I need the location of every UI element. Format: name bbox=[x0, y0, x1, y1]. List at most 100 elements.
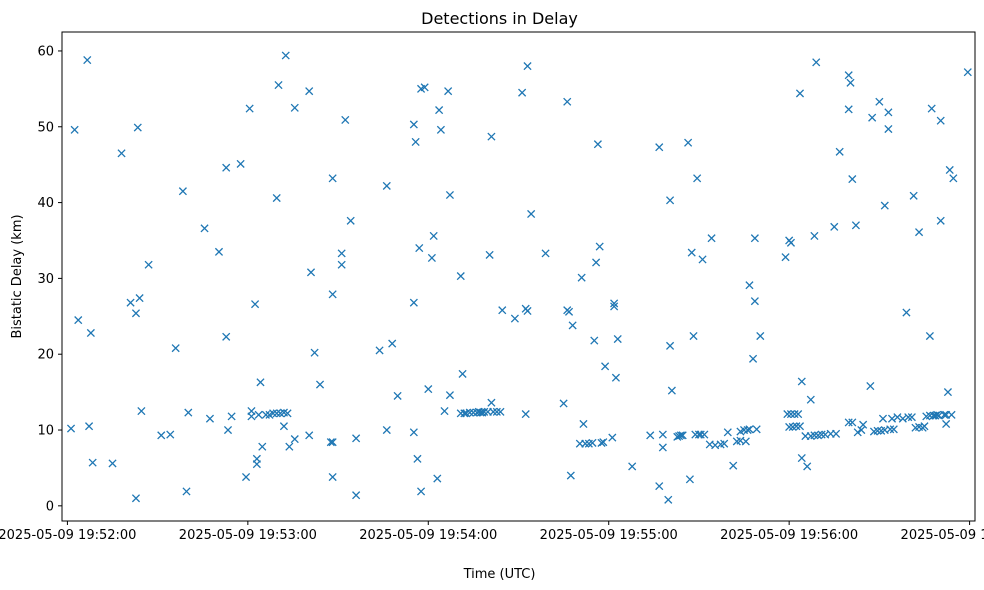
data-point bbox=[830, 222, 839, 231]
data-point bbox=[720, 439, 729, 448]
data-point bbox=[83, 55, 92, 65]
data-point bbox=[835, 147, 844, 156]
data-point bbox=[328, 438, 337, 447]
data-point bbox=[592, 258, 601, 267]
data-point bbox=[880, 201, 889, 210]
data-point bbox=[781, 253, 790, 262]
data-point bbox=[785, 422, 794, 432]
data-point bbox=[947, 410, 956, 419]
data-point bbox=[70, 125, 79, 134]
data-point bbox=[182, 487, 191, 496]
data-point bbox=[564, 307, 574, 316]
data-point bbox=[866, 381, 875, 391]
data-point bbox=[440, 407, 449, 416]
data-point bbox=[684, 138, 693, 147]
data-point bbox=[595, 242, 604, 251]
data-points bbox=[66, 51, 972, 504]
data-point bbox=[489, 407, 498, 416]
data-point bbox=[241, 472, 251, 482]
data-point bbox=[328, 290, 337, 299]
y-tick-label: 50 bbox=[37, 120, 54, 135]
data-point bbox=[433, 474, 442, 483]
data-point bbox=[608, 433, 617, 442]
data-point bbox=[859, 420, 868, 429]
data-point bbox=[279, 422, 288, 431]
data-point bbox=[848, 175, 857, 184]
data-point bbox=[936, 216, 945, 225]
data-point bbox=[610, 302, 619, 311]
data-point bbox=[803, 462, 812, 471]
plot-frame bbox=[61, 31, 976, 522]
data-point bbox=[274, 81, 283, 90]
x-tick-label: 2025-05-09 19:52:00 bbox=[0, 528, 136, 543]
data-point bbox=[131, 309, 141, 318]
data-point bbox=[949, 174, 958, 183]
data-point bbox=[137, 407, 146, 416]
data-point bbox=[126, 298, 135, 307]
chart-title: Detections in Delay bbox=[421, 9, 578, 28]
data-point bbox=[750, 234, 759, 243]
data-point bbox=[687, 248, 696, 257]
data-point bbox=[200, 224, 209, 233]
data-point bbox=[749, 354, 758, 363]
data-point bbox=[729, 461, 738, 470]
data-point bbox=[166, 430, 175, 439]
data-point bbox=[844, 105, 853, 114]
data-point bbox=[427, 253, 436, 262]
data-point bbox=[817, 430, 826, 439]
data-point bbox=[700, 430, 709, 439]
data-point bbox=[577, 273, 586, 282]
data-point bbox=[750, 297, 759, 306]
data-point bbox=[907, 413, 916, 422]
data-point bbox=[790, 410, 799, 419]
y-axis-title: Bistatic Delay (km) bbox=[10, 214, 25, 338]
data-point bbox=[88, 458, 97, 467]
data-point bbox=[135, 294, 144, 303]
data-point bbox=[424, 385, 433, 394]
data-point bbox=[306, 268, 316, 277]
data-point bbox=[254, 410, 263, 419]
data-point bbox=[599, 438, 608, 447]
data-point bbox=[496, 407, 505, 416]
data-point bbox=[409, 428, 418, 437]
data-point bbox=[411, 137, 420, 146]
data-point bbox=[613, 334, 622, 344]
data-point bbox=[658, 443, 667, 452]
data-point bbox=[745, 281, 754, 290]
data-point bbox=[337, 249, 346, 258]
data-point bbox=[667, 386, 676, 395]
data-point bbox=[393, 391, 402, 400]
data-point bbox=[251, 300, 260, 309]
data-point bbox=[915, 228, 924, 237]
data-point bbox=[487, 132, 496, 141]
data-point bbox=[581, 439, 590, 448]
data-point bbox=[108, 459, 117, 468]
data-point bbox=[873, 426, 882, 435]
data-point bbox=[676, 431, 685, 440]
data-point bbox=[214, 247, 224, 256]
data-point bbox=[205, 414, 215, 423]
data-point bbox=[844, 418, 853, 427]
data-point bbox=[597, 438, 606, 447]
data-point bbox=[445, 190, 454, 200]
data-point bbox=[510, 314, 519, 323]
data-point bbox=[413, 454, 422, 463]
x-tick-label: 2025-05-09 19:56:00 bbox=[720, 528, 858, 543]
data-point bbox=[593, 140, 602, 149]
x-tick-label: 2025-05-09 19:57:00 bbox=[901, 528, 984, 543]
data-point bbox=[664, 495, 673, 504]
data-point bbox=[518, 88, 527, 97]
data-point bbox=[305, 87, 314, 96]
data-point bbox=[523, 62, 532, 71]
data-point bbox=[945, 165, 954, 175]
data-point bbox=[878, 414, 888, 423]
data-point bbox=[783, 410, 792, 419]
data-point bbox=[723, 428, 732, 437]
data-point bbox=[588, 438, 597, 447]
data-point bbox=[85, 422, 94, 431]
data-point bbox=[902, 308, 911, 317]
y-axis: 0 10 20 30 40 50 60 bbox=[37, 44, 62, 514]
data-point bbox=[889, 425, 898, 434]
x-tick-label: 2025-05-09 19:53:00 bbox=[179, 528, 317, 543]
